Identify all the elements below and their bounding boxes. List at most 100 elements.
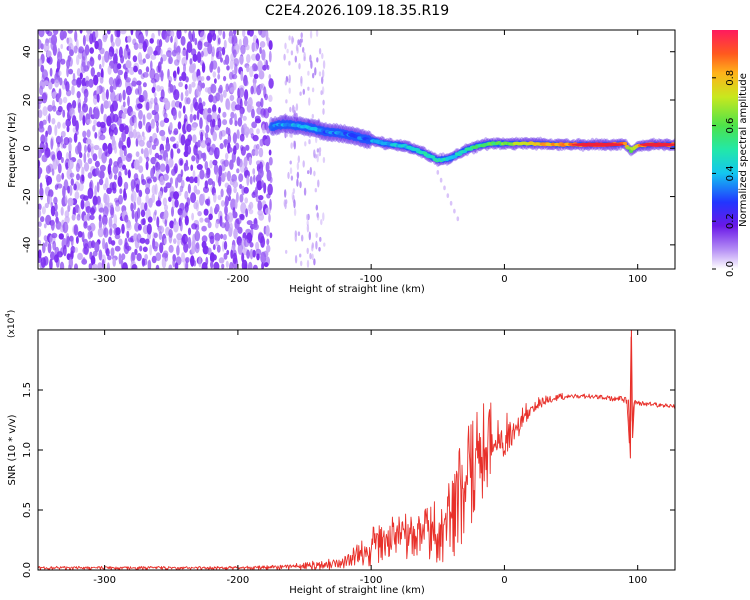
noise-blob	[300, 260, 303, 267]
noise-blob	[41, 206, 46, 215]
noise-blob	[153, 91, 157, 98]
noise-blob	[194, 101, 199, 111]
noise-blob	[80, 199, 85, 210]
noise-blob	[209, 159, 213, 169]
noise-blob	[83, 221, 88, 229]
noise-blob	[115, 48, 119, 55]
noise-blob	[316, 57, 319, 63]
noise-blob	[232, 49, 237, 58]
noise-blob	[226, 184, 232, 196]
noise-blob	[238, 173, 244, 183]
noise-blob	[218, 130, 223, 140]
noise-blob	[118, 92, 122, 103]
noise-blob	[149, 244, 153, 256]
noise-blob	[90, 207, 95, 216]
noise-blob	[256, 128, 260, 135]
noise-blob	[255, 101, 262, 108]
noise-blob	[75, 145, 80, 155]
snr-y-tick-label: 1.5	[22, 382, 33, 398]
noise-blob	[76, 54, 80, 66]
noise-blob	[237, 242, 243, 255]
noise-blob	[180, 36, 186, 46]
noise-blob	[90, 67, 96, 77]
noise-blob	[322, 156, 326, 164]
noise-blob	[90, 146, 94, 157]
noise-blob	[142, 72, 149, 78]
noise-blob	[202, 101, 206, 107]
noise-blob	[173, 70, 177, 82]
noise-blob	[158, 39, 163, 48]
noise-blob	[110, 240, 116, 246]
noise-blob	[181, 71, 187, 82]
noise-blob	[174, 59, 180, 66]
noise-blob	[208, 94, 214, 103]
noise-blob	[138, 139, 145, 147]
noise-blob	[205, 124, 210, 134]
noise-blob	[76, 91, 81, 99]
noise-blob	[112, 187, 117, 194]
noise-blob	[153, 232, 158, 239]
noise-blob	[181, 49, 188, 57]
noise-blob	[163, 112, 168, 119]
noise-blob	[289, 167, 293, 175]
noise-blob	[250, 85, 254, 95]
noise-blob	[197, 211, 202, 217]
noise-blob	[158, 231, 163, 240]
noise-blob	[247, 261, 253, 269]
noise-blob	[295, 103, 299, 111]
noise-blob	[311, 242, 314, 249]
noise-blob	[220, 222, 226, 229]
noise-blob	[320, 219, 323, 226]
noise-blob	[220, 233, 224, 240]
noise-blob	[75, 120, 79, 132]
noise-blob	[38, 58, 43, 67]
snr-background	[38, 330, 675, 570]
noise-blob	[142, 82, 147, 88]
noise-blob	[234, 198, 238, 210]
noise-blob	[76, 213, 81, 221]
noise-blob	[197, 174, 200, 187]
noise-blob	[288, 35, 291, 41]
noise-blob	[232, 211, 238, 219]
noise-blob	[40, 216, 45, 223]
noise-blob	[68, 68, 74, 75]
noise-blob	[156, 85, 161, 92]
noise-blob	[184, 83, 188, 90]
noise-blob	[74, 191, 80, 200]
noise-blob	[221, 46, 226, 56]
noise-blob	[76, 77, 82, 88]
noise-blob	[38, 30, 45, 38]
noise-blob	[163, 117, 170, 124]
noise-blob	[322, 212, 325, 222]
noise-blob	[98, 218, 102, 231]
noise-blob	[199, 30, 206, 41]
noise-blob	[71, 115, 77, 127]
noise-blob	[138, 34, 145, 45]
noise-blob	[207, 32, 213, 44]
noise-blob	[225, 260, 229, 268]
noise-blob	[256, 253, 260, 261]
noise-blob	[81, 231, 85, 243]
noise-blob	[63, 179, 69, 191]
noise-blob	[259, 138, 264, 147]
noise-blob	[59, 261, 65, 269]
noise-blob	[159, 242, 164, 254]
noise-blob	[284, 80, 287, 86]
noise-blob	[192, 134, 197, 144]
noise-blob	[127, 95, 130, 107]
noise-blob	[47, 124, 52, 136]
spectrogram-x-ticks: -300 -200 -100 0 100	[93, 30, 647, 285]
noise-blob	[257, 60, 263, 73]
noise-blob	[68, 256, 74, 269]
noise-blob	[106, 187, 112, 194]
noise-blob	[183, 150, 189, 158]
noise-blob	[165, 182, 172, 189]
noise-blob	[296, 162, 300, 171]
noise-blob	[194, 37, 198, 46]
noise-blob	[82, 195, 89, 201]
noise-blob	[62, 109, 66, 118]
noise-blob	[294, 233, 297, 242]
spectrogram-y-tick-label: 0	[22, 145, 33, 151]
noise-blob	[295, 112, 298, 122]
noise-blob	[186, 123, 192, 133]
